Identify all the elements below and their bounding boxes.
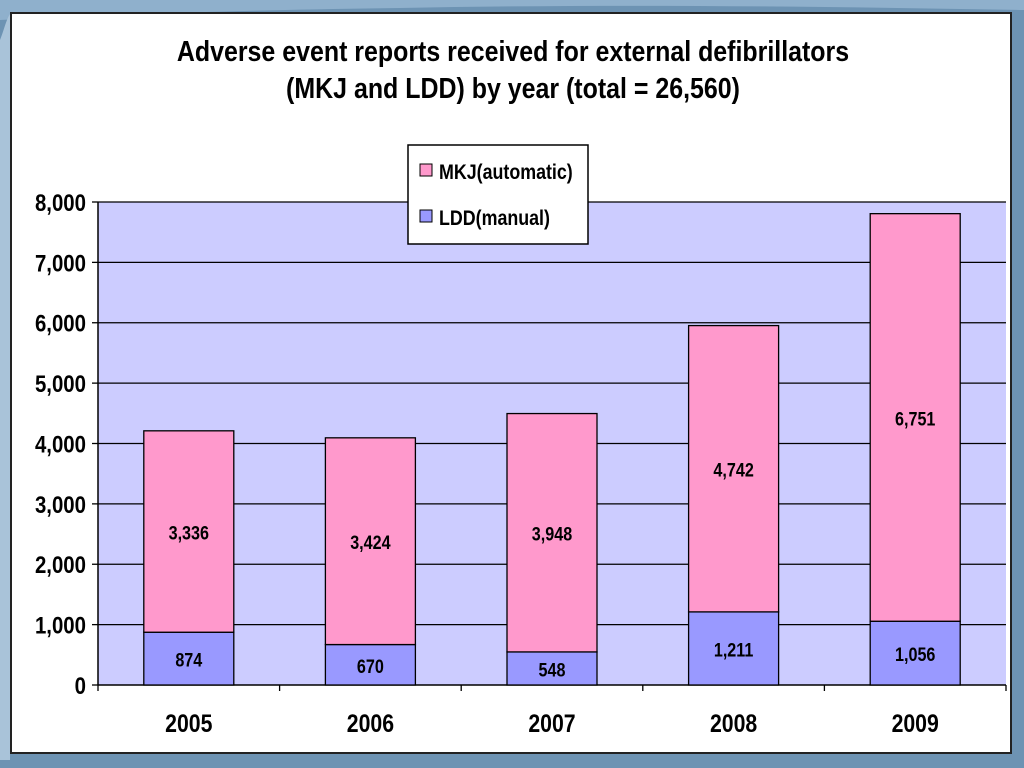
bar-mkj-2009	[869, 213, 961, 622]
legend-swatch-mkj	[419, 163, 433, 177]
chart-title-line-1: Adverse event reports received for exter…	[176, 36, 850, 68]
data-label-ldd-2008: 1,211	[714, 639, 754, 661]
x-tick-label-2005: 2005	[165, 709, 212, 737]
bar-ldd-2006	[324, 643, 417, 686]
bar-ldd-2005	[143, 631, 235, 686]
bar-ldd-2007	[506, 651, 598, 686]
y-tick-label: 5,000	[35, 371, 86, 398]
bar-mkj-2008	[687, 324, 780, 613]
y-tick-label: 4,000	[35, 431, 86, 458]
data-label-mkj-2009: 6,751	[895, 408, 936, 430]
y-tick-label: 3,000	[35, 491, 86, 518]
y-tick-label: 6,000	[35, 310, 86, 337]
data-label-ldd-2009: 1,056	[895, 644, 936, 666]
data-label-ldd-2006: 670	[357, 656, 384, 678]
y-tick-label: 7,000	[35, 250, 86, 277]
data-label-mkj-2008: 4,742	[713, 459, 754, 481]
legend-label-ldd: LDD(manual)	[439, 207, 550, 231]
x-tick-label-2008: 2008	[710, 709, 757, 737]
data-label-ldd-2005: 874	[175, 649, 202, 671]
bar-ldd-2008	[687, 611, 780, 686]
legend-swatch-ldd	[419, 209, 433, 223]
data-label-ldd-2007: 548	[539, 659, 566, 681]
y-tick-label: 2,000	[35, 552, 86, 579]
chart-title-line-2: (MKJ and LDD) by year (total = 26,560)	[286, 73, 740, 105]
legend-box	[407, 144, 589, 245]
data-label-mkj-2005: 3,336	[169, 522, 210, 544]
x-tick-label-2006: 2006	[347, 709, 394, 737]
bar-ldd-2009	[869, 620, 961, 686]
bar-mkj-2007	[506, 412, 598, 653]
x-tick-label-2007: 2007	[528, 709, 575, 737]
y-tick-label: 0	[75, 672, 86, 699]
bar-mkj-2005	[143, 430, 235, 633]
legend-label-mkj: MKJ(automatic)	[439, 161, 573, 185]
y-tick-label: 8,000	[35, 189, 86, 216]
data-label-mkj-2006: 3,424	[350, 532, 391, 554]
y-tick-label: 1,000	[35, 612, 86, 639]
bar-mkj-2006	[324, 437, 417, 646]
data-label-mkj-2007: 3,948	[532, 523, 573, 545]
chart-title: Adverse event reports received for exter…	[82, 34, 944, 108]
x-tick-label-2009: 2009	[892, 709, 939, 737]
